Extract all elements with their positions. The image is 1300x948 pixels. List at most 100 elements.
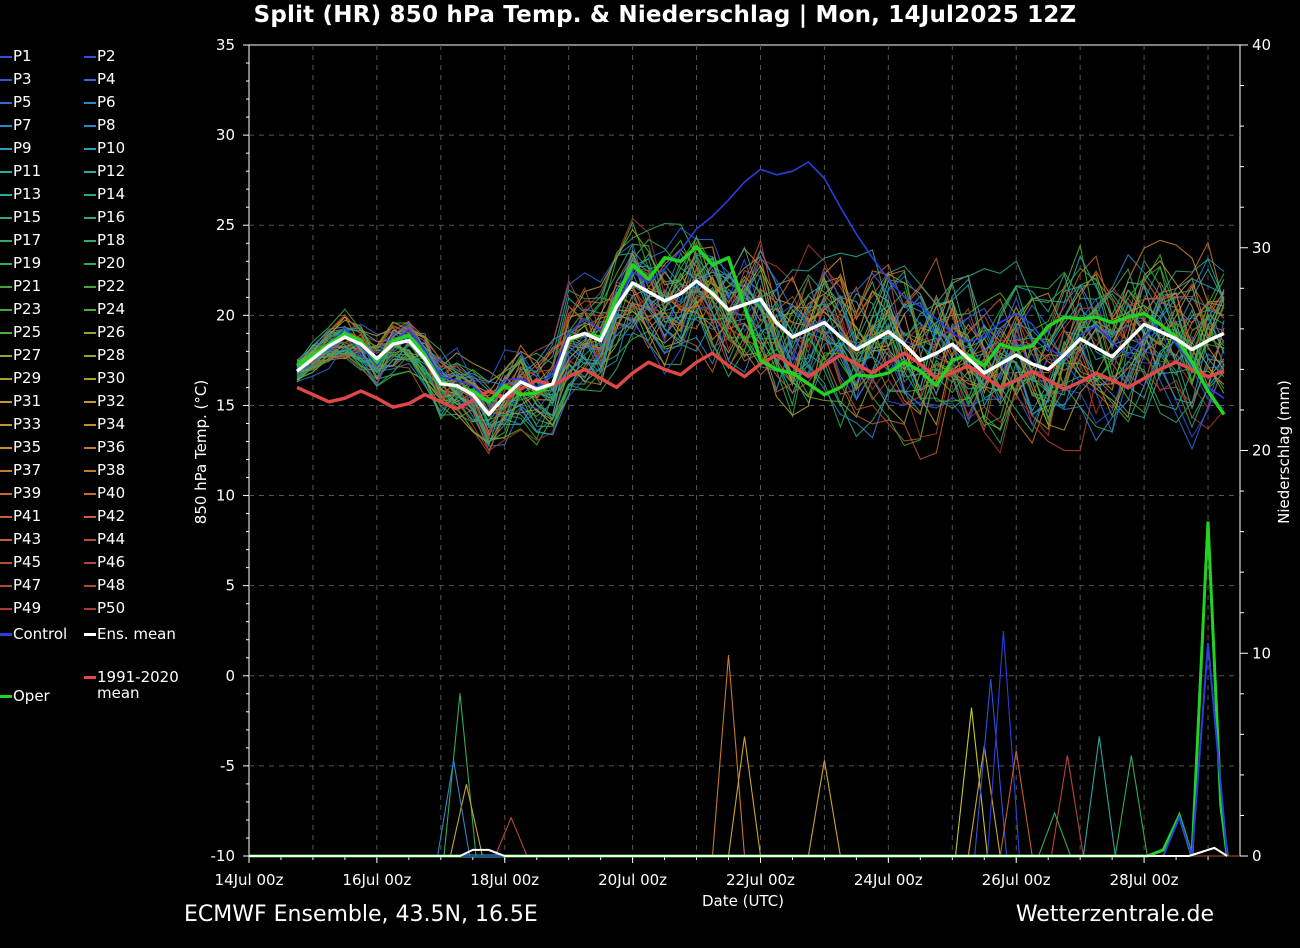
legend-swatch	[84, 286, 96, 288]
legend-swatch	[84, 539, 96, 541]
precip-member-line	[249, 654, 1240, 857]
x-tick-label: 22Jul 00z	[726, 871, 795, 889]
plot-frame	[248, 44, 1241, 857]
member-line-p47	[296, 258, 1225, 429]
precip-member-line	[249, 760, 1240, 857]
legend-label: P46	[97, 553, 126, 571]
y2-tick-label: 10	[1252, 644, 1271, 662]
legend-swatch	[0, 562, 12, 564]
legend-swatch	[0, 309, 12, 311]
precip-member-line	[249, 755, 1240, 857]
legend-label: P36	[97, 438, 126, 456]
legend-swatch	[84, 401, 96, 403]
legend-label: 1991-2020	[97, 668, 179, 686]
legend-label: P2	[97, 47, 116, 65]
y-tick-label: 0	[225, 667, 235, 685]
legend-label: Control	[13, 625, 68, 643]
legend-label: P33	[13, 415, 42, 433]
legend-swatch	[84, 125, 96, 127]
legend-swatch	[0, 493, 12, 495]
y-tick-label: -10	[211, 847, 236, 865]
y-tick-label: 5	[225, 577, 235, 595]
legend-label: P9	[13, 139, 32, 157]
legend-swatch	[0, 217, 12, 219]
legend-swatch	[0, 171, 12, 173]
legend-swatch	[0, 470, 12, 472]
x-tick-label: 18Jul 00z	[470, 871, 539, 889]
legend-swatch	[84, 493, 96, 495]
legend-label: P31	[13, 392, 42, 410]
series-line-1991-2020-mean	[296, 351, 1225, 411]
member-line-p36	[296, 270, 1225, 400]
legend-label: P48	[97, 576, 126, 594]
legend-swatch	[0, 447, 12, 449]
y-tick-label: 35	[216, 36, 235, 54]
legend-label: P28	[97, 346, 126, 364]
y2-tick-label: 30	[1252, 239, 1271, 257]
legend-label: P30	[97, 369, 126, 387]
member-line-p39	[296, 267, 1225, 412]
legend-swatch	[0, 102, 12, 104]
legend-swatch	[84, 171, 96, 173]
precip-member-line	[249, 750, 1240, 857]
legend-label: P1	[13, 47, 32, 65]
member-line-p41	[296, 275, 1225, 410]
y-tick-label: 25	[216, 216, 235, 234]
legend-label: P20	[97, 254, 126, 272]
x-tick-label: 14Jul 00z	[215, 871, 284, 889]
legend-swatch	[84, 378, 96, 380]
legend-label: Ens. mean	[97, 625, 176, 643]
legend-swatch	[0, 695, 12, 698]
legend-swatch	[84, 217, 96, 219]
legend-label: P7	[13, 116, 32, 134]
precip-member-line	[249, 736, 1240, 857]
legend-label: P27	[13, 346, 42, 364]
legend-label: P14	[97, 185, 126, 203]
legend-swatch	[0, 585, 12, 587]
legend-swatch	[84, 309, 96, 311]
source-label: Wetterzentrale.de	[1015, 902, 1214, 927]
legend-label: P15	[13, 208, 42, 226]
legend-swatch	[84, 562, 96, 564]
legend-label-clim-mean-line2: mean	[97, 684, 140, 702]
legend-label: P41	[13, 507, 42, 525]
legend-label: P11	[13, 162, 42, 180]
y-axis-label: 850 hPa Temp. (°C)	[192, 380, 210, 524]
legend-label: P19	[13, 254, 42, 272]
x-tick-label: 16Jul 00z	[342, 871, 411, 889]
legend-swatch	[0, 608, 12, 610]
legend-label: P43	[13, 530, 42, 548]
precip-member-line	[249, 707, 1240, 857]
legend-label: P12	[97, 162, 126, 180]
legend-swatch	[84, 585, 96, 587]
member-line-p48	[296, 236, 1225, 441]
y2-tick-label: 20	[1252, 442, 1271, 460]
x-axis-label: Date (UTC)	[702, 892, 784, 910]
legend-label: P18	[97, 231, 126, 249]
legend-label: P4	[97, 70, 116, 88]
precip-member-line	[249, 631, 1240, 857]
legend-label: P3	[13, 70, 32, 88]
legend-swatch	[84, 148, 96, 150]
legend-swatch	[0, 56, 12, 58]
y-tick-label: -5	[220, 757, 235, 775]
legend-swatch	[84, 194, 96, 196]
legend-label: P29	[13, 369, 42, 387]
legend-swatch	[84, 102, 96, 104]
legend-swatch	[0, 79, 12, 81]
legend-swatch	[0, 240, 12, 242]
legend-swatch	[0, 424, 12, 426]
legend-label: P23	[13, 300, 42, 318]
legend-swatch	[84, 608, 96, 610]
legend-label: P42	[97, 507, 126, 525]
legend-swatch	[0, 263, 12, 265]
x-tick-label: 20Jul 00z	[598, 871, 667, 889]
legend-swatch	[84, 470, 96, 472]
legend-swatch	[84, 424, 96, 426]
y-tick-label: 30	[216, 126, 235, 144]
precip-member-line	[249, 760, 1240, 857]
legend-swatch	[84, 332, 96, 334]
legend-swatch	[0, 148, 12, 150]
legend-label: P40	[97, 484, 126, 502]
legend-swatch	[84, 633, 96, 636]
